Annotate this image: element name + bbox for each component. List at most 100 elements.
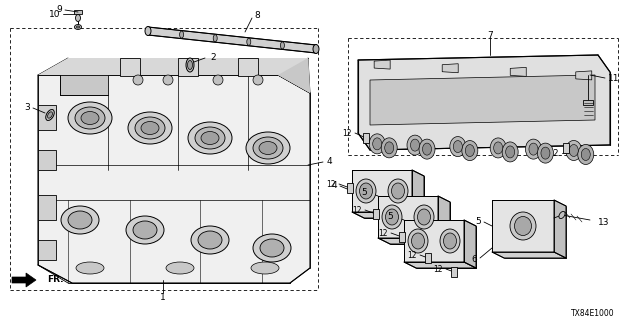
Ellipse shape	[578, 145, 594, 164]
Bar	[120, 58, 140, 76]
Ellipse shape	[566, 140, 582, 161]
Bar	[178, 58, 198, 76]
Circle shape	[133, 75, 143, 85]
Ellipse shape	[493, 142, 502, 154]
Text: 12: 12	[581, 148, 591, 156]
Text: TX84E1000: TX84E1000	[572, 308, 615, 317]
Text: 5: 5	[387, 212, 393, 220]
Bar	[38, 195, 56, 220]
Text: 10: 10	[49, 10, 60, 19]
Bar	[347, 183, 353, 193]
Polygon shape	[38, 75, 310, 283]
Polygon shape	[412, 170, 424, 218]
Polygon shape	[404, 262, 476, 268]
Ellipse shape	[465, 145, 474, 156]
Polygon shape	[378, 238, 450, 244]
Ellipse shape	[259, 141, 277, 155]
Ellipse shape	[77, 26, 79, 28]
Ellipse shape	[246, 132, 290, 164]
Ellipse shape	[195, 127, 225, 149]
Ellipse shape	[515, 217, 531, 236]
Polygon shape	[510, 68, 526, 76]
Ellipse shape	[407, 135, 423, 155]
Text: 1: 1	[160, 292, 166, 301]
Polygon shape	[38, 58, 310, 93]
Ellipse shape	[128, 112, 172, 144]
Bar	[74, 10, 82, 14]
Ellipse shape	[414, 205, 434, 229]
Ellipse shape	[412, 233, 424, 249]
Polygon shape	[378, 196, 438, 238]
Polygon shape	[278, 58, 310, 93]
Text: 2: 2	[210, 52, 216, 61]
Text: 13: 13	[598, 218, 609, 227]
Ellipse shape	[75, 107, 105, 129]
Ellipse shape	[253, 234, 291, 262]
Ellipse shape	[47, 112, 52, 118]
Ellipse shape	[135, 117, 165, 139]
Bar	[38, 150, 56, 170]
Ellipse shape	[126, 216, 164, 244]
Ellipse shape	[186, 58, 194, 72]
Ellipse shape	[529, 143, 538, 155]
Ellipse shape	[280, 42, 284, 49]
Bar	[38, 105, 56, 130]
Ellipse shape	[369, 134, 385, 154]
Ellipse shape	[76, 262, 104, 274]
Ellipse shape	[253, 137, 283, 159]
Polygon shape	[12, 273, 36, 287]
Ellipse shape	[450, 137, 466, 156]
Bar	[238, 58, 258, 76]
Ellipse shape	[180, 31, 184, 38]
Text: 5: 5	[476, 217, 481, 226]
Ellipse shape	[382, 205, 402, 229]
Text: 12: 12	[548, 148, 559, 157]
Bar	[373, 209, 379, 219]
Text: 11: 11	[608, 74, 620, 83]
Polygon shape	[358, 55, 610, 150]
Text: FR.: FR.	[47, 276, 63, 284]
Text: 12: 12	[408, 251, 417, 260]
Polygon shape	[352, 212, 424, 218]
Ellipse shape	[440, 229, 460, 253]
Text: 12: 12	[353, 205, 362, 214]
Ellipse shape	[506, 146, 515, 158]
Ellipse shape	[559, 212, 565, 219]
Bar	[583, 100, 593, 105]
Ellipse shape	[502, 142, 518, 162]
Ellipse shape	[388, 179, 408, 203]
Text: 8: 8	[254, 11, 260, 20]
Text: 12: 12	[342, 129, 352, 138]
Ellipse shape	[201, 132, 219, 145]
Ellipse shape	[385, 142, 394, 154]
Ellipse shape	[45, 109, 54, 121]
Ellipse shape	[68, 102, 112, 134]
Ellipse shape	[410, 139, 419, 151]
Text: 12: 12	[433, 265, 443, 274]
Circle shape	[163, 75, 173, 85]
Polygon shape	[492, 200, 554, 252]
Ellipse shape	[356, 179, 376, 203]
Polygon shape	[554, 200, 566, 258]
Ellipse shape	[74, 25, 81, 29]
Text: 7: 7	[487, 30, 493, 39]
Circle shape	[253, 75, 263, 85]
Ellipse shape	[61, 206, 99, 234]
Ellipse shape	[453, 140, 462, 153]
Ellipse shape	[133, 221, 157, 239]
Ellipse shape	[569, 145, 579, 156]
Ellipse shape	[68, 211, 92, 229]
Ellipse shape	[141, 122, 159, 134]
Bar	[425, 253, 431, 263]
Ellipse shape	[510, 212, 536, 240]
Bar	[451, 267, 457, 277]
Polygon shape	[464, 220, 476, 268]
Bar	[363, 133, 369, 143]
Ellipse shape	[417, 209, 431, 225]
Text: 12: 12	[326, 180, 336, 188]
Ellipse shape	[408, 229, 428, 253]
Text: 6: 6	[471, 255, 477, 265]
Polygon shape	[576, 71, 592, 80]
Bar	[563, 143, 569, 153]
Polygon shape	[438, 196, 450, 244]
